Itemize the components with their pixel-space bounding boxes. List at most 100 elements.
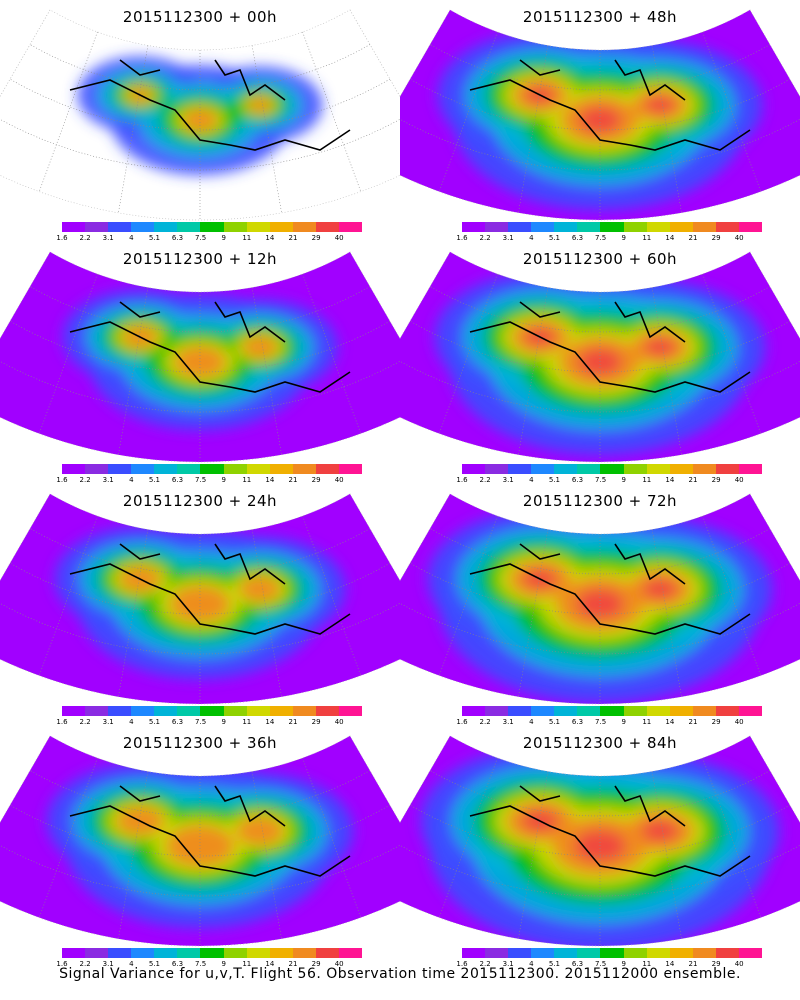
meridian-line [702, 273, 762, 434]
parallel-line [29, 44, 371, 91]
colorbar-swatch [623, 706, 647, 716]
variance-contour [644, 95, 676, 115]
variance-contour [235, 816, 285, 846]
parallel-line [429, 44, 771, 91]
panel-title: 2015112300 + 84h [522, 734, 678, 752]
colorbar-swatch [292, 222, 316, 232]
colorbar-swatch [62, 948, 86, 958]
colorbar-swatch [623, 464, 647, 474]
colorbar-swatch [485, 706, 509, 716]
colorbar-tick-label: 4 [529, 718, 534, 726]
colorbar-tick-label: 21 [688, 718, 698, 726]
colorbar-swatch [646, 706, 670, 716]
colorbar-tick-label: 5.1 [548, 234, 560, 242]
colorbar-tick-label: 40 [734, 476, 744, 484]
meridian-line [302, 757, 362, 918]
colorbar-swatch [108, 706, 132, 716]
colorbar-tick-label: 1.6 [56, 960, 68, 968]
colorbar-swatch [315, 222, 339, 232]
polar-map [400, 251, 800, 463]
colorbar-swatch [738, 222, 763, 232]
colorbar-tick-label: 14 [265, 476, 275, 484]
colorbar-swatch [646, 948, 670, 958]
colorbar-tick-label: 11 [642, 960, 652, 968]
colorbar-swatch [715, 706, 739, 716]
parallel-line [429, 770, 771, 817]
variance-contour [644, 337, 676, 357]
colorbar-swatch [177, 948, 201, 958]
colorbar-tick-label: 3.1 [502, 234, 514, 242]
colorbar-swatch [692, 222, 716, 232]
colorbar-tick-label: 14 [665, 476, 675, 484]
colorbar-swatch [223, 948, 247, 958]
parallel-line [9, 320, 391, 373]
colorbar-swatch [485, 222, 509, 232]
colorbar-tick-label: 4 [129, 960, 134, 968]
colorbar-tick-label: 21 [688, 476, 698, 484]
colorbar-tick-label: 3.1 [102, 960, 114, 968]
colorbar-tick-label: 21 [288, 718, 298, 726]
parallel-line [9, 804, 391, 857]
colorbar-tick-label: 4 [529, 476, 534, 484]
colorbar-tick-label: 14 [265, 234, 275, 242]
colorbar-swatch [692, 706, 716, 716]
parallel-line [29, 528, 371, 575]
colorbar-tick-label: 5.1 [548, 476, 560, 484]
colorbar-swatch [131, 706, 155, 716]
colorbar-swatch [646, 222, 670, 232]
colorbar [62, 464, 363, 476]
coastline [469, 59, 751, 151]
colorbar-tick-label: 29 [711, 234, 721, 242]
colorbar-tick-label: 14 [265, 960, 275, 968]
colorbar-tick-label: 6.3 [171, 718, 184, 726]
meridian-line [651, 45, 682, 213]
colorbar-tick-label: 21 [688, 960, 698, 968]
colorbar-swatch [508, 464, 532, 474]
colorbar-swatch [692, 948, 716, 958]
colorbar-labels: 1.6 2.2 3.1 4 5.1 6.3 7.5 9 11 14 21 29 40 [448, 960, 778, 970]
colorbar-tick-label: 11 [242, 476, 252, 484]
panel-title: 2015112300 + 00h [122, 8, 278, 26]
colorbar-tick-label: 7.5 [195, 476, 207, 484]
colorbar-swatch [269, 948, 293, 958]
colorbar-swatch [246, 948, 270, 958]
parallel-line [0, 355, 400, 413]
colorbar-tick-label: 11 [642, 476, 652, 484]
meridian-line [702, 757, 762, 918]
colorbar-tick-label: 5.1 [148, 476, 160, 484]
colorbar-swatch [246, 464, 270, 474]
colorbar-swatch [223, 706, 247, 716]
colorbar-swatch [462, 464, 486, 474]
meridian-line [438, 273, 498, 434]
colorbar-labels: 1.6 2.2 3.1 4 5.1 6.3 7.5 9 11 14 21 29 40 [448, 476, 778, 486]
colorbar-tick-label: 6.3 [571, 476, 584, 484]
colorbar [462, 706, 763, 718]
colorbar [462, 222, 763, 234]
colorbar-swatch [292, 464, 316, 474]
colorbar-swatch [62, 222, 86, 232]
colorbar-swatch [154, 948, 178, 958]
polar-map [400, 493, 800, 705]
polar-map [0, 735, 400, 947]
meridian-line [438, 515, 498, 676]
parallel-line [29, 286, 371, 333]
colorbar-tick-label: 11 [642, 718, 652, 726]
colorbar-swatch [338, 464, 363, 474]
colorbar-tick-label: 6.3 [171, 960, 184, 968]
polar-map [0, 493, 400, 705]
colorbar-tick-label: 21 [288, 476, 298, 484]
colorbar-swatch [554, 222, 578, 232]
colorbar-swatch [338, 706, 363, 716]
meridian-line [251, 45, 282, 213]
colorbar-swatch [108, 464, 132, 474]
colorbar-swatch [577, 706, 601, 716]
colorbar-tick-label: 9 [221, 476, 226, 484]
colorbar-swatch [738, 706, 763, 716]
colorbar-swatch [669, 948, 693, 958]
colorbar-tick-label: 5.1 [148, 960, 160, 968]
colorbar-tick-label: 29 [311, 718, 321, 726]
colorbar-tick-label: 21 [288, 234, 298, 242]
colorbar-tick-label: 11 [642, 234, 652, 242]
colorbar-tick-label: 11 [242, 718, 252, 726]
colorbar-labels: 1.6 2.2 3.1 4 5.1 6.3 7.5 9 11 14 21 29 40 [48, 476, 378, 486]
